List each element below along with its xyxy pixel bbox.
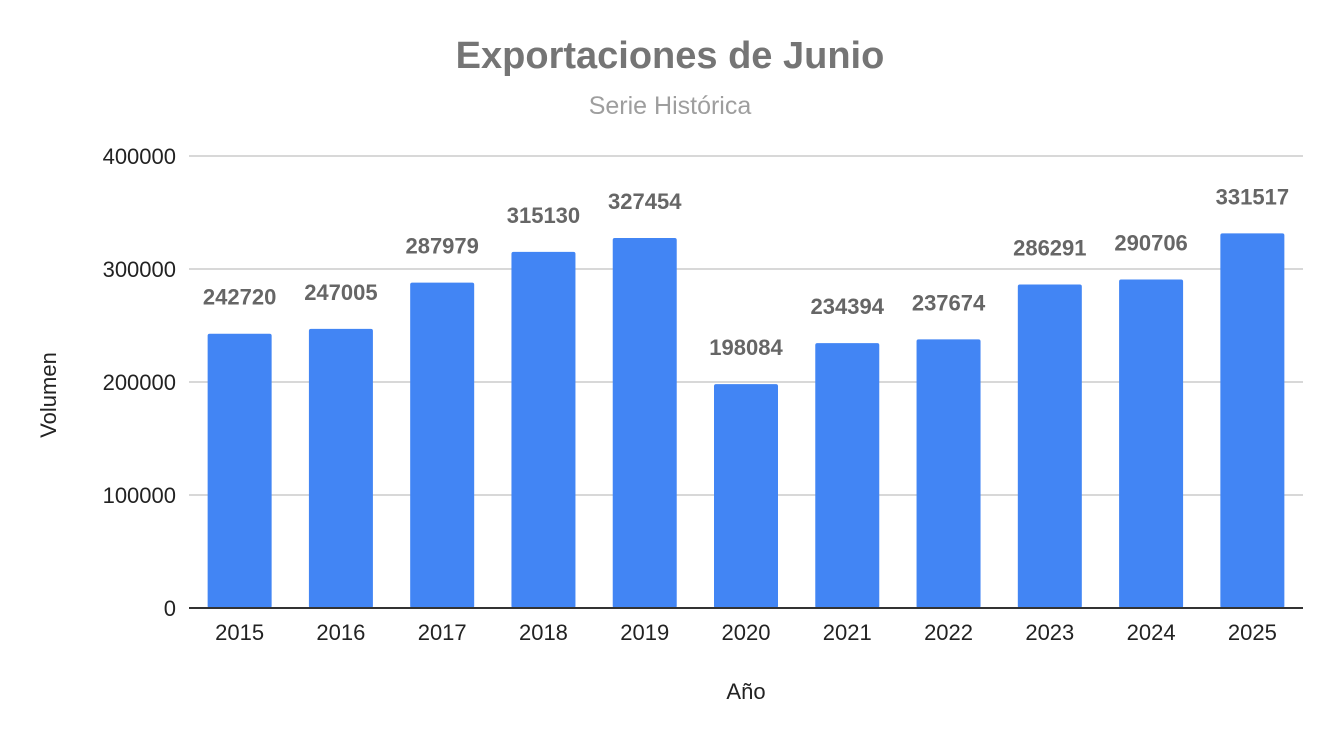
bar-2025 <box>1220 233 1285 608</box>
bar-2022 <box>916 339 981 608</box>
chart-subtitle: Serie Histórica <box>589 92 752 120</box>
x-tick-label: 2025 <box>1228 620 1277 645</box>
y-tick-label: 0 <box>164 596 176 621</box>
x-tick-label: 2020 <box>722 620 771 645</box>
x-tick-label: 2021 <box>823 620 872 645</box>
data-label-2017: 287979 <box>405 234 478 259</box>
data-label-2025: 331517 <box>1216 184 1289 209</box>
y-tick-label: 400000 <box>103 144 176 169</box>
data-label-2020: 198084 <box>709 335 783 360</box>
bar-2020 <box>714 384 778 608</box>
x-tick-label: 2022 <box>924 620 973 645</box>
y-tick-label: 100000 <box>103 483 176 508</box>
bar-2021 <box>815 343 880 608</box>
data-labels: 242720 247005 287979 315130 327454 198084 2343… <box>203 184 1289 360</box>
bar-2024 <box>1119 279 1184 608</box>
bars <box>207 233 1285 608</box>
bar-2018 <box>511 251 576 608</box>
x-tick-label: 2024 <box>1127 620 1176 645</box>
y-axis-ticks: 0 100000 200000 300000 400000 <box>103 144 176 621</box>
bar-2016 <box>308 328 373 608</box>
x-tick-label: 2015 <box>215 620 264 645</box>
data-label-2023: 286291 <box>1013 235 1086 260</box>
data-label-2019: 327454 <box>608 189 682 214</box>
bar-2015 <box>207 333 272 608</box>
bar-2019 <box>612 237 677 608</box>
bar-2023 <box>1017 284 1082 608</box>
data-label-2018: 315130 <box>507 203 580 228</box>
x-tick-label: 2018 <box>519 620 568 645</box>
y-tick-label: 300000 <box>103 257 176 282</box>
data-label-2015: 242720 <box>203 285 276 310</box>
y-tick-label: 200000 <box>103 370 176 395</box>
bar-2017 <box>410 282 475 608</box>
x-axis-title: Año <box>726 679 765 704</box>
x-axis-ticks: 2015 2016 2017 2018 2019 2020 2021 2022 2023 2024… <box>215 620 1277 645</box>
data-label-2024: 290706 <box>1114 231 1187 256</box>
x-tick-label: 2019 <box>620 620 669 645</box>
x-tick-label: 2016 <box>316 620 365 645</box>
data-label-2022: 237674 <box>912 290 986 315</box>
x-tick-label: 2023 <box>1025 620 1074 645</box>
x-tick-label: 2017 <box>418 620 467 645</box>
chart-title: Exportaciones de Junio <box>456 35 885 77</box>
y-axis-title: Volumen <box>36 352 61 438</box>
data-label-2021: 234394 <box>811 294 885 319</box>
data-label-2016: 247005 <box>304 280 377 305</box>
